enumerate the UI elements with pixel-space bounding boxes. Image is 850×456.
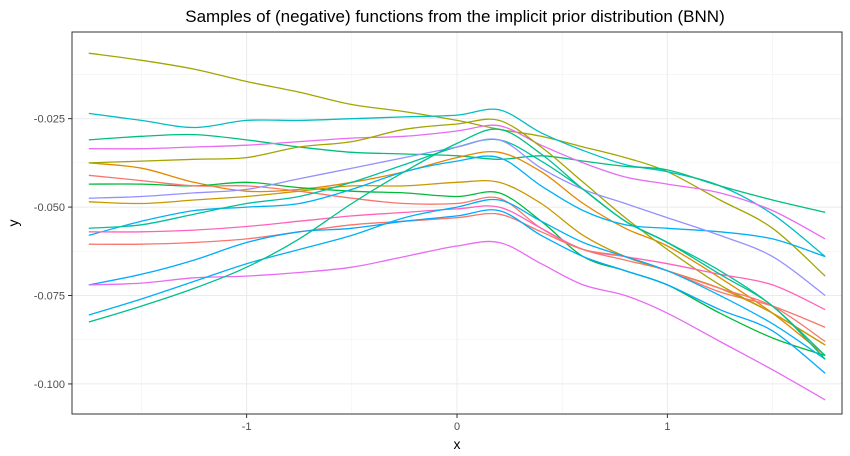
series-line-15 — [88, 209, 826, 374]
x-tick-label: -1 — [242, 421, 252, 433]
y-tick-label: -0.050 — [34, 202, 65, 214]
series-line-16 — [88, 240, 826, 401]
series-line-5 — [88, 151, 826, 357]
y-axis-title: y — [5, 220, 21, 227]
series-line-14 — [88, 212, 826, 343]
chart-title: Samples of (negative) functions from the… — [185, 7, 724, 26]
series-line-18 — [88, 128, 826, 360]
series-line-4 — [88, 124, 826, 240]
series-line-12 — [88, 138, 826, 297]
x-tick-label: 1 — [664, 421, 670, 433]
y-tick-label: -0.075 — [34, 291, 65, 303]
series-line-6 — [88, 118, 826, 346]
x-axis-title: x — [454, 436, 461, 452]
series-line-3 — [88, 133, 826, 214]
y-tick-label: -0.100 — [34, 379, 65, 391]
series-line-7 — [88, 181, 826, 357]
series-line-17 — [88, 198, 826, 360]
series-lines — [88, 52, 826, 401]
x-tick-label: 0 — [454, 421, 460, 433]
y-tick-label: -0.025 — [34, 114, 65, 126]
y-axis-ticks: -0.100 -0.075 -0.050 -0.025 — [34, 114, 72, 391]
series-line-13 — [88, 205, 826, 311]
series-line-8 — [88, 174, 826, 328]
x-axis-ticks: -1 0 1 — [242, 414, 670, 433]
